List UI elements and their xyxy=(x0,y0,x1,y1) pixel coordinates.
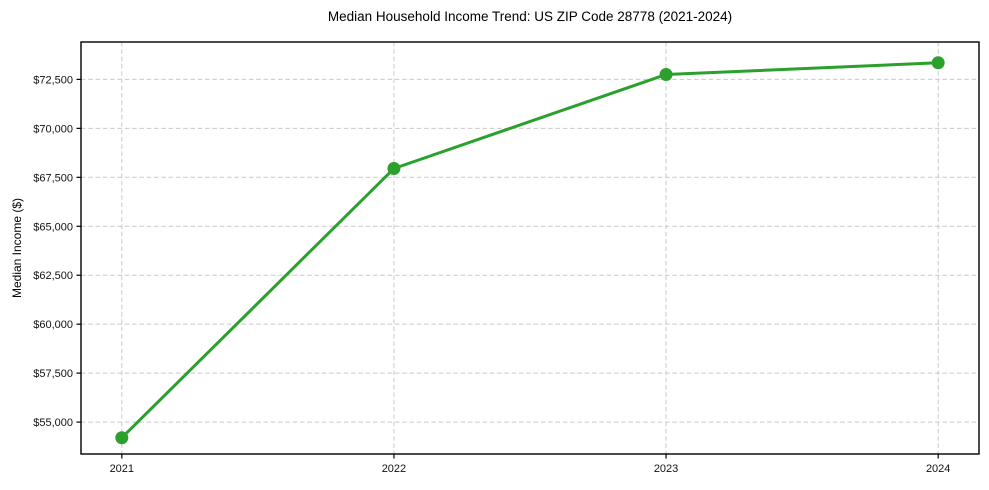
data-point xyxy=(115,431,129,445)
y-tick-label: $65,000 xyxy=(33,221,73,233)
y-tick-label: $67,500 xyxy=(33,172,73,184)
y-tick-label: $72,500 xyxy=(33,74,73,86)
trend-line xyxy=(120,61,940,440)
x-tick-label: 2022 xyxy=(382,463,406,475)
y-tick-label: $62,500 xyxy=(33,270,73,282)
x-tick-label: 2023 xyxy=(654,463,678,475)
y-tick-label: $60,000 xyxy=(33,319,73,331)
x-tick-label: 2021 xyxy=(110,463,134,475)
data-point xyxy=(659,68,673,82)
data-point xyxy=(931,56,945,70)
x-tick-label: 2024 xyxy=(926,463,950,475)
chart-title: Median Household Income Trend: US ZIP Co… xyxy=(327,9,733,24)
data-point xyxy=(387,161,401,175)
y-tick-label: $57,500 xyxy=(33,368,73,380)
plot-border xyxy=(80,41,980,455)
y-tick-label: $55,000 xyxy=(33,417,73,429)
y-tick-label: $70,000 xyxy=(33,123,73,135)
